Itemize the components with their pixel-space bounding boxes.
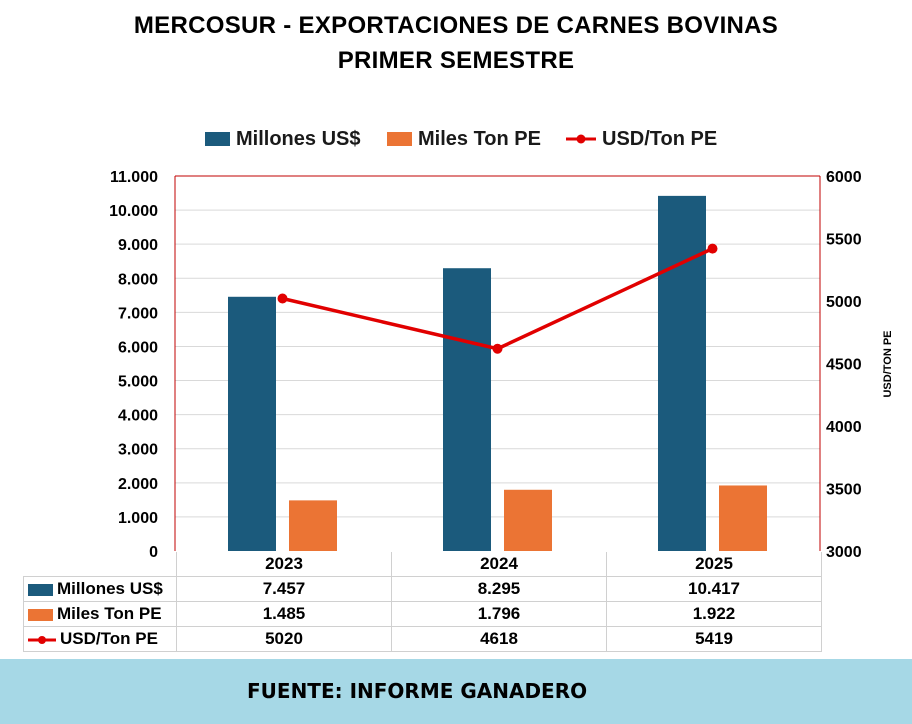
line-usd-ton xyxy=(282,247,714,351)
data-table-cell: 8.295 xyxy=(391,576,607,602)
footer-banner: FUENTE: INFORME GANADERO xyxy=(0,659,912,724)
data-table-rowhead-millones: Millones US$ xyxy=(23,576,177,602)
legend-item-millones: Millones US$ xyxy=(205,127,360,151)
data-table-label-millones: Millones US$ xyxy=(57,579,163,598)
data-table-label-miles: Miles Ton PE xyxy=(57,604,162,623)
y-left-tick-label: 3.000 xyxy=(118,442,158,459)
y-left-tick-label: 4.000 xyxy=(118,408,158,425)
bar-miles-2025 xyxy=(719,485,767,551)
y-right-tick-label: 4000 xyxy=(826,419,862,436)
point-usd-2025 xyxy=(707,243,718,254)
bar-miles-2024 xyxy=(504,489,552,551)
y-right-axis-title: USD/TON PE xyxy=(882,330,894,397)
bar-millones-2023 xyxy=(228,296,276,551)
y-left-tick-label: 0 xyxy=(149,544,158,561)
data-table-header-row: 2023 2024 2025 xyxy=(24,552,822,577)
table-key-miles xyxy=(28,608,53,621)
legend-label-miles: Miles Ton PE xyxy=(418,127,541,150)
table-key-usd xyxy=(28,635,56,644)
data-table-cell: 1.796 xyxy=(391,601,607,627)
footer-source: FUENTE: INFORME GANADERO xyxy=(247,679,588,703)
legend-item-miles: Miles Ton PE xyxy=(387,127,541,151)
data-table-row-miles: Miles Ton PE 1.485 1.796 1.922 xyxy=(23,601,822,627)
point-usd-2024 xyxy=(492,343,503,354)
point-usd-2023 xyxy=(277,293,288,304)
y-right-tick-label: 4500 xyxy=(826,357,862,374)
chart-title: MERCOSUR - EXPORTACIONES DE CARNES BOVIN… xyxy=(133,12,779,39)
y-left-tick-label: 1.000 xyxy=(118,510,158,527)
data-table-label-usd: USD/Ton PE xyxy=(60,629,158,648)
data-table-row-millones: Millones US$ 7.457 8.295 10.417 xyxy=(23,576,822,602)
bar-millones-2024 xyxy=(443,268,491,551)
data-table-row-usd: USD/Ton PE 5020 4618 5419 xyxy=(23,626,822,652)
y-left-tick-label: 7.000 xyxy=(118,305,158,322)
data-table-cell: 5020 xyxy=(176,626,392,652)
data-table-rowhead-miles: Miles Ton PE xyxy=(23,601,177,627)
y-right-tick-label: 5500 xyxy=(826,232,862,249)
legend-swatch-miles xyxy=(387,132,412,146)
data-table-cell: 10.417 xyxy=(606,576,822,602)
y-left-tick-label: 6.000 xyxy=(118,339,158,356)
y-left-tick-label: 9.000 xyxy=(118,237,158,254)
data-table-cell: 1.485 xyxy=(176,601,392,627)
y-left-tick-label: 11.000 xyxy=(110,169,158,186)
data-table-cell: 5419 xyxy=(606,626,822,652)
legend-swatch-millones xyxy=(205,132,230,146)
chart-subtitle: PRIMER SEMESTRE xyxy=(337,47,575,74)
y-right-tick-label: 3500 xyxy=(826,482,862,499)
y-left-tick-label: 5.000 xyxy=(118,374,158,391)
legend-swatch-usd xyxy=(566,134,596,144)
y-right-tick-label: 5000 xyxy=(826,294,862,311)
y-right-tick-label: 6000 xyxy=(826,169,862,186)
data-table-header-2023: 2023 xyxy=(176,552,392,577)
y-right-tick-label: 3000 xyxy=(826,544,862,561)
data-table: 2023 2024 2025 Millones US$ 7.457 8.295 … xyxy=(23,552,822,652)
data-table-rowhead-usd: USD/Ton PE xyxy=(23,626,177,652)
data-table-cell: 4618 xyxy=(391,626,607,652)
bar-miles-2023 xyxy=(289,500,337,551)
legend-label-millones: Millones US$ xyxy=(236,127,361,150)
data-table-header-2025: 2025 xyxy=(606,552,822,577)
y-left-tick-label: 2.000 xyxy=(118,476,158,493)
legend-item-usd: USD/Ton PE xyxy=(566,127,717,151)
bar-millones-2025 xyxy=(658,195,706,551)
y-left-tick-label: 10.000 xyxy=(109,203,158,220)
y-left-tick-label: 8.000 xyxy=(118,271,158,288)
legend-label-usd: USD/Ton PE xyxy=(602,127,718,150)
table-key-millones xyxy=(28,583,53,596)
data-table-cell: 1.922 xyxy=(606,601,822,627)
data-table-corner xyxy=(24,552,177,577)
data-table-cell: 7.457 xyxy=(176,576,392,602)
data-table-header-2024: 2024 xyxy=(391,552,607,577)
